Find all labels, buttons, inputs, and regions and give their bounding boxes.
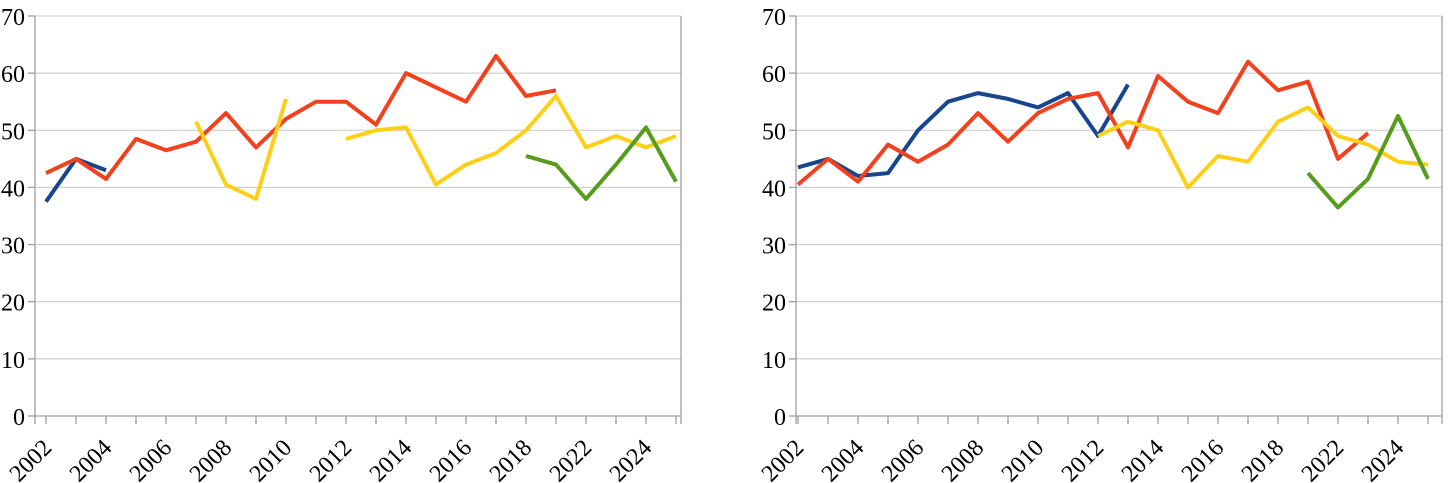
svg-text:2018: 2018 <box>1237 435 1289 483</box>
svg-text:2018: 2018 <box>485 435 537 483</box>
svg-text:60: 60 <box>762 62 786 88</box>
svg-text:50: 50 <box>1 119 25 145</box>
svg-text:2016: 2016 <box>425 435 477 483</box>
svg-text:2014: 2014 <box>1117 435 1169 483</box>
series-line-red <box>45 54 557 181</box>
svg-text:50: 50 <box>762 119 786 145</box>
svg-text:70: 70 <box>1 5 25 31</box>
svg-text:2004: 2004 <box>65 435 117 483</box>
svg-text:2004: 2004 <box>817 435 869 483</box>
svg-text:2022: 2022 <box>545 435 597 483</box>
series-line-blue <box>44 156 107 203</box>
series-line-green <box>1306 114 1430 210</box>
svg-text:2010: 2010 <box>245 435 297 483</box>
svg-text:10: 10 <box>1 348 25 374</box>
y-axis-labels: 0 10 20 30 40 50 60 70 <box>1 5 25 431</box>
svg-text:2008: 2008 <box>185 435 237 483</box>
svg-text:2008: 2008 <box>937 435 989 483</box>
svg-text:2022: 2022 <box>1297 435 1349 483</box>
svg-text:0: 0 <box>13 405 25 431</box>
y-axis-labels: 0 10 20 30 40 50 60 70 <box>762 5 786 431</box>
svg-text:2006: 2006 <box>877 435 929 483</box>
svg-text:2006: 2006 <box>125 435 177 483</box>
svg-text:2002: 2002 <box>757 435 809 483</box>
series-line-yellow <box>1097 105 1429 190</box>
svg-text:30: 30 <box>1 234 25 260</box>
svg-text:2012: 2012 <box>1057 435 1109 483</box>
svg-text:2024: 2024 <box>605 435 657 483</box>
svg-text:30: 30 <box>762 234 786 260</box>
x-axis-labels: 2002 2004 2006 2008 2010 2012 2014 2016 2018 2022… <box>5 435 657 483</box>
axes-and-ticks <box>789 15 1443 424</box>
svg-text:20: 20 <box>1 291 25 317</box>
svg-text:20: 20 <box>762 291 786 317</box>
svg-text:2012: 2012 <box>305 435 357 483</box>
svg-text:2014: 2014 <box>365 435 417 483</box>
series-line-blue <box>797 83 1130 178</box>
svg-text:2010: 2010 <box>997 435 1049 483</box>
svg-text:40: 40 <box>1 176 25 202</box>
svg-text:40: 40 <box>762 176 786 202</box>
gridlines <box>796 15 1442 417</box>
series-line-red <box>796 59 1370 187</box>
series-line-green <box>525 125 678 201</box>
svg-text:2002: 2002 <box>5 435 57 483</box>
axes-and-ticks <box>28 15 682 424</box>
svg-text:2016: 2016 <box>1177 435 1229 483</box>
gridlines <box>35 15 681 417</box>
svg-text:70: 70 <box>762 5 786 31</box>
x-axis-labels: 2002 2004 2006 2008 2010 2012 2014 2016 2018 2022… <box>757 435 1409 483</box>
svg-text:10: 10 <box>762 348 786 374</box>
svg-text:2024: 2024 <box>1357 435 1409 483</box>
svg-text:0: 0 <box>774 405 786 431</box>
svg-text:60: 60 <box>1 62 25 88</box>
series-line-yellow <box>194 94 677 201</box>
